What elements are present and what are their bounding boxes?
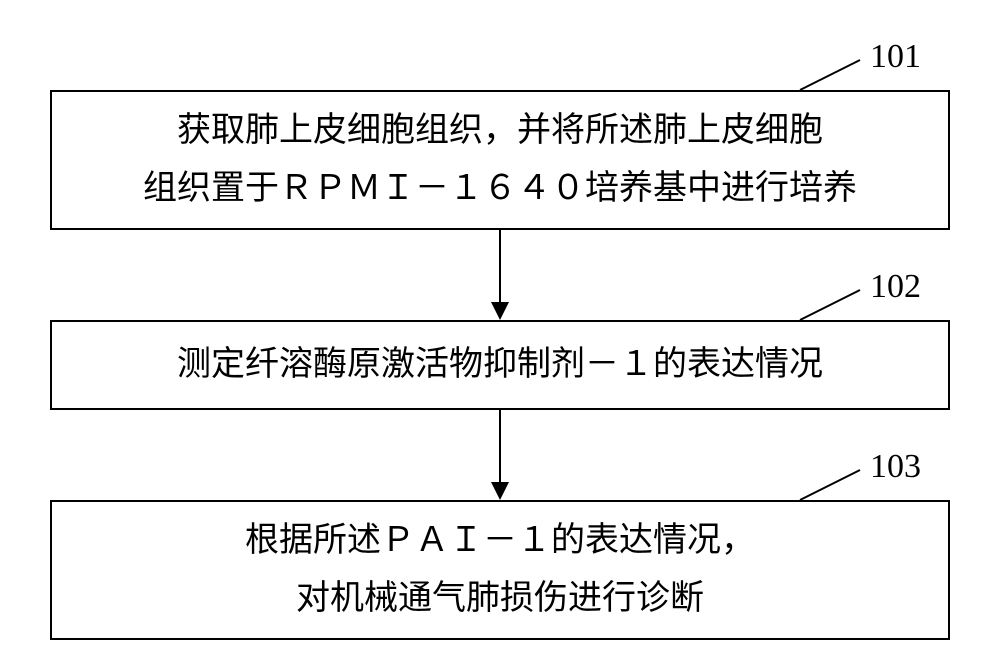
step-101-text: 获取肺上皮细胞组织，并将所述肺上皮细胞 组织置于ＲＰＭＩ－１６４０培养基中进行培… <box>143 102 857 218</box>
step-101-label: 101 <box>870 38 921 76</box>
arrow-2-line <box>499 410 501 482</box>
step-103-label: 103 <box>870 448 921 486</box>
step-102-box: 测定纤溶酶原激活物抑制剂－１的表达情况 <box>50 320 950 410</box>
arrow-1-head <box>491 302 509 320</box>
step-103-box: 根据所述ＰＡＩ－１的表达情况， 对机械通气肺损伤进行诊断 <box>50 500 950 640</box>
flowchart-canvas: 获取肺上皮细胞组织，并将所述肺上皮细胞 组织置于ＲＰＭＩ－１６４０培养基中进行培… <box>0 0 1000 669</box>
step-103-text: 根据所述ＰＡＩ－１的表达情况， 对机械通气肺损伤进行诊断 <box>245 512 755 628</box>
arrow-2-head <box>491 482 509 500</box>
arrow-1-line <box>499 230 501 302</box>
step-102-label: 102 <box>870 268 921 306</box>
step-101-box: 获取肺上皮细胞组织，并将所述肺上皮细胞 组织置于ＲＰＭＩ－１６４０培养基中进行培… <box>50 90 950 230</box>
step-102-text: 测定纤溶酶原激活物抑制剂－１的表达情况 <box>177 336 823 394</box>
